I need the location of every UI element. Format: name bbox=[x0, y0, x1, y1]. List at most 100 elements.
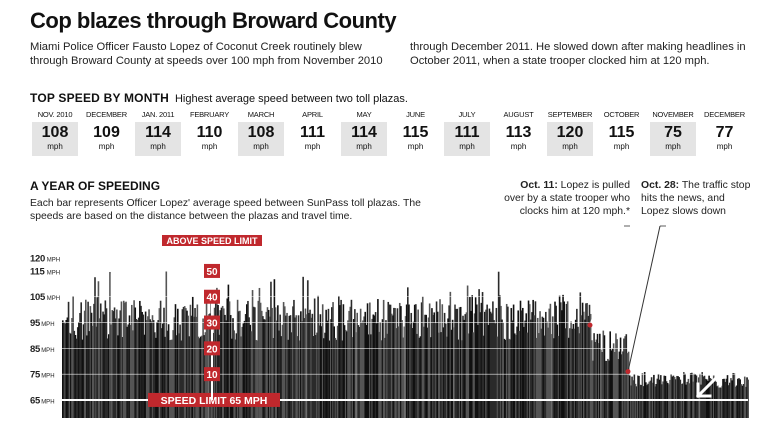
speed-bar bbox=[271, 307, 273, 418]
annotation-oct28-date: Oct. 28: bbox=[641, 180, 680, 191]
speed-bar bbox=[357, 325, 360, 418]
speed-bar bbox=[677, 376, 679, 418]
speed-bar bbox=[89, 306, 92, 418]
speed-bar bbox=[735, 385, 738, 418]
month-label: SEPTEMBER bbox=[547, 110, 593, 119]
speed-bar bbox=[737, 378, 739, 418]
speed-bar bbox=[374, 312, 377, 418]
speed-bar bbox=[88, 331, 91, 418]
speed-bar bbox=[313, 298, 316, 418]
speed-bar bbox=[740, 384, 743, 418]
speed-bar bbox=[133, 300, 135, 418]
oct11-marker bbox=[587, 322, 593, 328]
month-cell: APRIL 111 mph bbox=[290, 110, 336, 158]
month-speed-box: 115 mph bbox=[599, 122, 645, 156]
speed-bar bbox=[135, 319, 138, 418]
speed-bar bbox=[488, 308, 491, 418]
speed-bar bbox=[156, 322, 158, 418]
speed-bar bbox=[201, 335, 203, 418]
speed-bar bbox=[417, 309, 419, 418]
speed-bar bbox=[484, 311, 486, 418]
speed-bar bbox=[607, 358, 609, 418]
speed-bar bbox=[188, 336, 191, 418]
speed-bar bbox=[503, 338, 506, 418]
month-cell: AUGUST 113 mph bbox=[496, 110, 542, 158]
speed-bar bbox=[76, 327, 79, 418]
speed-bar bbox=[706, 379, 708, 418]
speed-bar bbox=[149, 319, 151, 418]
speed-bar bbox=[225, 320, 227, 418]
speed-bar bbox=[316, 332, 318, 418]
speed-bar bbox=[160, 328, 163, 418]
speed-bar bbox=[477, 324, 479, 418]
speed-bar bbox=[170, 339, 172, 418]
speed-bar bbox=[189, 304, 192, 418]
speed-bar bbox=[131, 304, 133, 418]
speed-bar bbox=[524, 320, 526, 418]
y-tick-unit: MPH bbox=[47, 258, 60, 264]
speed-bar bbox=[90, 312, 93, 418]
speed-bar bbox=[547, 327, 549, 418]
speed-limit-label: SPEED LIMIT 65 MPH bbox=[161, 395, 268, 407]
speed-bar bbox=[472, 332, 475, 418]
oct28-marker bbox=[625, 369, 631, 375]
speed-bar bbox=[223, 308, 225, 418]
speed-bar bbox=[224, 314, 226, 418]
month-speed: 108 bbox=[41, 124, 69, 141]
speed-bar bbox=[691, 372, 693, 418]
speed-bar bbox=[499, 295, 501, 418]
speed-bar bbox=[535, 337, 538, 418]
speed-bar bbox=[239, 310, 241, 418]
speed-bar bbox=[321, 304, 324, 418]
month-unit: mph bbox=[407, 142, 424, 151]
speed-bar bbox=[364, 311, 367, 418]
top-speed-months: NOV. 2010 108 mph DECEMBER 109 mph JAN. 2011 11… bbox=[32, 110, 752, 158]
speed-bar bbox=[361, 322, 363, 418]
speed-bar bbox=[407, 287, 409, 418]
speed-bar bbox=[96, 297, 99, 418]
speed-bar bbox=[304, 308, 307, 418]
speed-bar bbox=[66, 317, 69, 418]
speed-bar bbox=[209, 313, 211, 418]
speed-bar bbox=[614, 351, 616, 418]
speed-bar bbox=[723, 378, 725, 418]
speed-bar bbox=[563, 301, 565, 418]
speed-bar bbox=[456, 308, 459, 418]
speed-bar bbox=[720, 385, 723, 418]
speed-bar bbox=[556, 324, 559, 418]
speed-bar bbox=[608, 360, 610, 418]
speed-bar bbox=[739, 379, 741, 418]
month-speed-box: 108 mph bbox=[238, 122, 284, 156]
speed-bar bbox=[102, 311, 104, 418]
speed-bar bbox=[80, 302, 82, 418]
speed-bar bbox=[252, 306, 255, 418]
speed-bar bbox=[700, 384, 702, 418]
speed-bar bbox=[625, 334, 628, 418]
above-limit-step-label: 10 bbox=[206, 370, 218, 381]
speed-bar bbox=[495, 307, 498, 418]
speed-bar bbox=[237, 311, 240, 418]
speed-bar bbox=[559, 302, 562, 418]
speed-bar bbox=[179, 324, 181, 418]
top-speed-heading: TOP SPEED BY MONTH Highest average speed … bbox=[30, 91, 408, 105]
speed-bar bbox=[627, 351, 630, 418]
speed-bar bbox=[440, 332, 442, 418]
speed-bar bbox=[111, 310, 114, 418]
speed-bar bbox=[246, 304, 248, 418]
speed-bar bbox=[311, 313, 314, 418]
speed-bar bbox=[622, 351, 624, 418]
speed-bar bbox=[398, 302, 401, 418]
speed-bar bbox=[725, 378, 728, 418]
speed-bar bbox=[347, 320, 349, 418]
above-limit-step-box bbox=[204, 367, 220, 382]
month-cell: FEBRUARY 110 mph bbox=[187, 110, 233, 158]
annotation-oct11-text: Lopez is pulled over by a state trooper … bbox=[504, 180, 630, 217]
speed-bar bbox=[635, 386, 638, 418]
speed-bar bbox=[171, 339, 173, 418]
speed-bar bbox=[546, 321, 548, 418]
speed-bar bbox=[410, 312, 413, 418]
speed-bar bbox=[282, 302, 285, 418]
speed-bar bbox=[193, 316, 195, 418]
expand-icon[interactable] bbox=[690, 366, 728, 404]
month-unit: mph bbox=[510, 142, 527, 151]
